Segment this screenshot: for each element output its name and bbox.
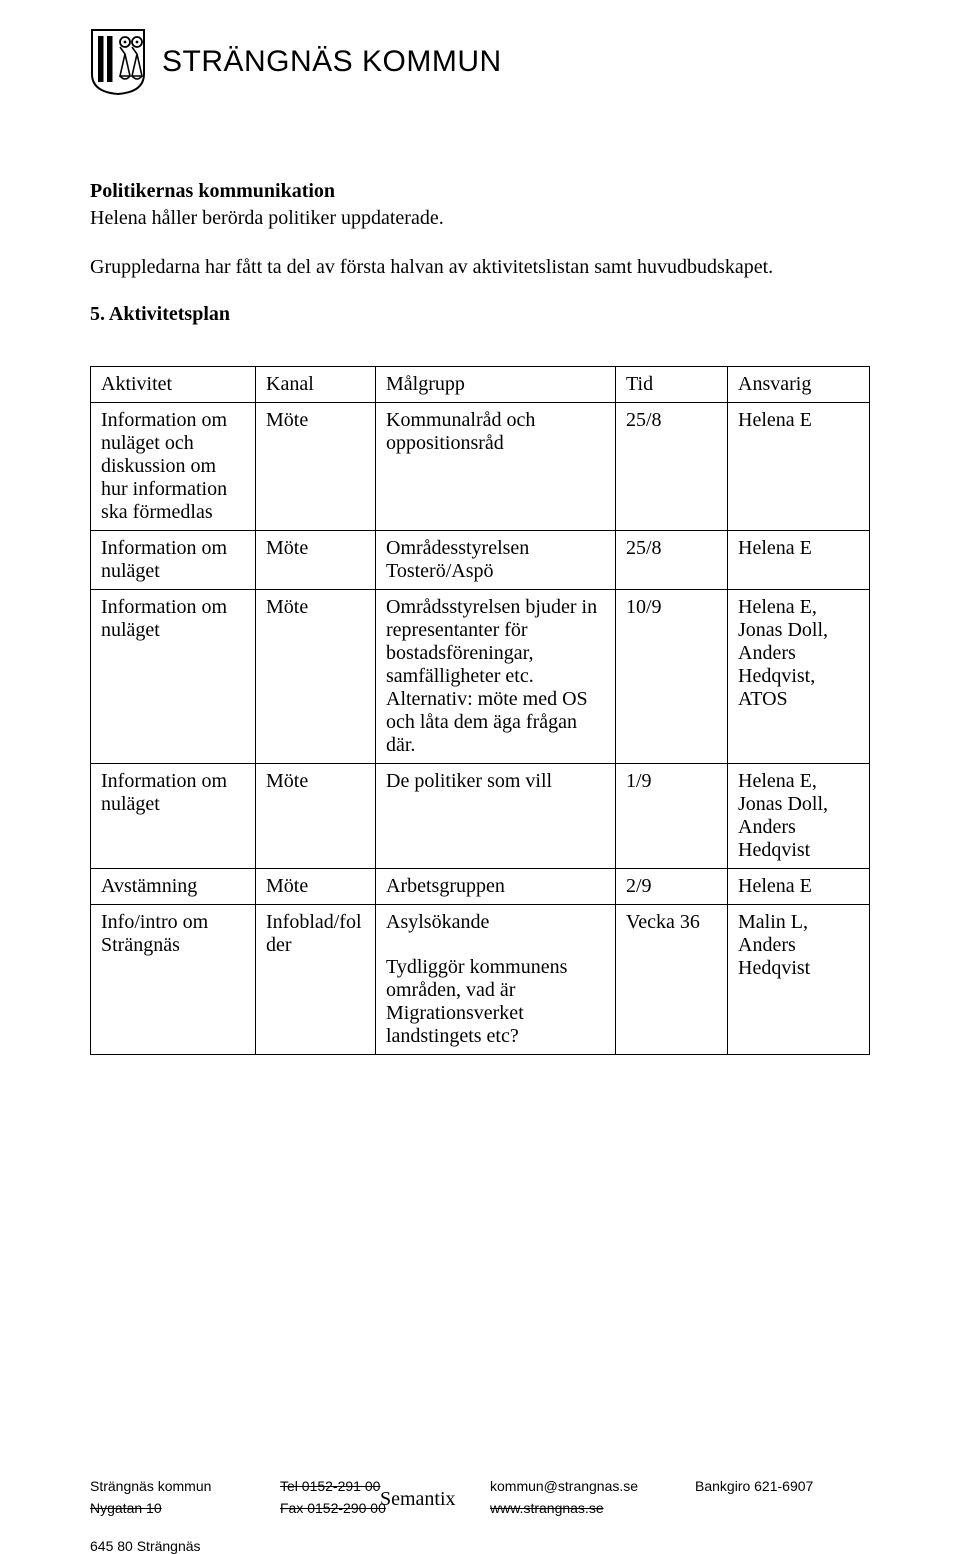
cell-kanal: Möte xyxy=(256,869,376,905)
table-header-row: Aktivitet Kanal Målgrupp Tid Ansvarig xyxy=(91,367,870,403)
table-row: Information om nuläget och diskussion om… xyxy=(91,403,870,531)
cell-ansvarig: Helena E xyxy=(728,869,870,905)
intro-line-2: Gruppledarna har fått ta del av första h… xyxy=(90,254,870,281)
cell-aktivitet: Information om nuläget xyxy=(91,590,256,764)
page-container: STRÄNGNÄS KOMMUN Politikernas kommunikat… xyxy=(0,0,960,1554)
cell-aktivitet: Info/intro om Strängnäs xyxy=(91,905,256,1055)
cell-tid: 1/9 xyxy=(616,764,728,869)
cell-tid: 10/9 xyxy=(616,590,728,764)
table-row: Info/intro om Strängnäs Infoblad/folder … xyxy=(91,905,870,1055)
col-tid: Tid xyxy=(616,367,728,403)
col-aktivitet: Aktivitet xyxy=(91,367,256,403)
table-row: Avstämning Möte Arbetsgruppen 2/9 Helena… xyxy=(91,869,870,905)
cell-aktivitet: Avstämning xyxy=(91,869,256,905)
cell-ansvarig: Helena E xyxy=(728,531,870,590)
document-header: STRÄNGNÄS KOMMUN xyxy=(90,28,870,96)
cell-malgrupp: Områdsstyrelsen bjuder in representanter… xyxy=(376,590,616,764)
cell-aktivitet: Information om nuläget och diskussion om… xyxy=(91,403,256,531)
table-row: Information om nuläget Möte De politiker… xyxy=(91,764,870,869)
col-malgrupp: Målgrupp xyxy=(376,367,616,403)
table-row: Information om nuläget Möte Områdesstyre… xyxy=(91,531,870,590)
footer-tel: Tel 0152-291 00 xyxy=(280,1478,380,1494)
table-row: Information om nuläget Möte Områdsstyrel… xyxy=(91,590,870,764)
intro-heading: Politikernas kommunikation xyxy=(90,180,870,203)
intro-line-1: Helena håller berörda politiker uppdater… xyxy=(90,205,870,232)
page-footer: Semantix Strängnäs kommun Tel 0152-291 0… xyxy=(90,1478,870,1554)
cell-ansvarig: Malin L, Anders Hedqvist xyxy=(728,905,870,1055)
org-name: STRÄNGNÄS KOMMUN xyxy=(162,45,502,79)
col-ansvarig: Ansvarig xyxy=(728,367,870,403)
cell-tid: 25/8 xyxy=(616,531,728,590)
cell-malgrupp: De politiker som vill xyxy=(376,764,616,869)
cell-aktivitet: Information om nuläget xyxy=(91,531,256,590)
cell-tid: 25/8 xyxy=(616,403,728,531)
cell-ansvarig: Helena E, Jonas Doll, Anders Hedqvist, A… xyxy=(728,590,870,764)
cell-kanal: Möte xyxy=(256,403,376,531)
cell-malgrupp: Kommunalråd och oppositionsråd xyxy=(376,403,616,531)
malgrupp-part-b: Tydliggör kommunens områden, vad är Migr… xyxy=(386,956,605,1048)
cell-kanal: Möte xyxy=(256,531,376,590)
cell-kanal: Infoblad/folder xyxy=(256,905,376,1055)
cell-malgrupp: Asylsökande Tydliggör kommunens områden,… xyxy=(376,905,616,1055)
activity-table: Aktivitet Kanal Målgrupp Tid Ansvarig In… xyxy=(90,366,870,1055)
cell-tid: 2/9 xyxy=(616,869,728,905)
cell-kanal: Möte xyxy=(256,764,376,869)
footer-email: kommun@strangnas.se xyxy=(490,1478,695,1494)
cell-tid: Vecka 36 xyxy=(616,905,728,1055)
malgrupp-part-a: Asylsökande xyxy=(386,911,605,934)
footer-fax: Fax 0152-290 00 xyxy=(280,1500,386,1516)
footer-web: www.strangnas.se xyxy=(490,1500,604,1516)
cell-malgrupp: Områdesstyrelsen Tosterö/Aspö xyxy=(376,531,616,590)
footer-org: Strängnäs kommun xyxy=(90,1478,280,1494)
footer-street: Nygatan 10 xyxy=(90,1500,162,1516)
plan-heading: 5. Aktivitetsplan xyxy=(90,303,870,326)
cell-aktivitet: Information om nuläget xyxy=(91,764,256,869)
col-kanal: Kanal xyxy=(256,367,376,403)
municipality-crest-icon xyxy=(90,28,146,96)
cell-ansvarig: Helena E, Jonas Doll, Anders Hedqvist xyxy=(728,764,870,869)
cell-malgrupp: Arbetsgruppen xyxy=(376,869,616,905)
cell-ansvarig: Helena E xyxy=(728,403,870,531)
cell-kanal: Möte xyxy=(256,590,376,764)
footer-postal: 645 80 Strängnäs xyxy=(90,1522,280,1554)
footer-bankgiro: Bankgiro 621-6907 xyxy=(695,1478,870,1494)
